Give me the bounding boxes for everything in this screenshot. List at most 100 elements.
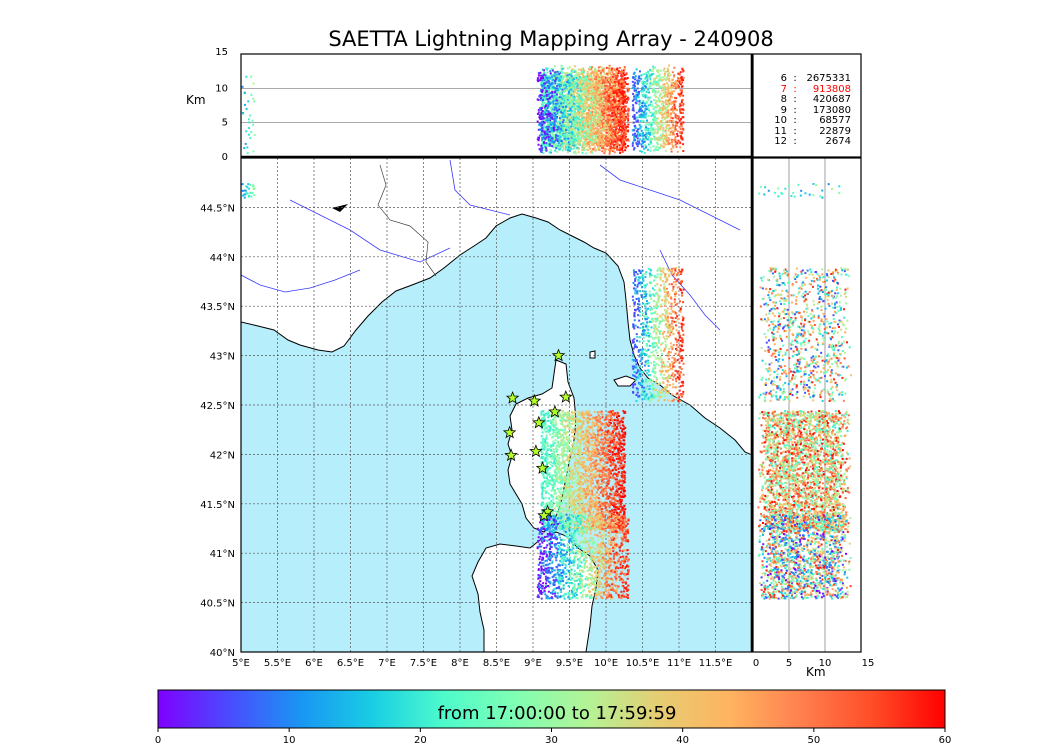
- lightning-source: [552, 452, 555, 455]
- lightning-source: [551, 533, 554, 536]
- lightning-source: [576, 563, 579, 566]
- lightning-source: [567, 448, 570, 451]
- lightning-source: [554, 524, 557, 527]
- lightning-source: [565, 513, 568, 516]
- lightning-source: [577, 483, 580, 486]
- lightning-source: [620, 594, 623, 597]
- lightning-source: [608, 436, 611, 439]
- lightning-source: [561, 453, 564, 456]
- lightning-source: [604, 549, 607, 552]
- lightning-source: [549, 463, 552, 466]
- lightning-source: [638, 303, 641, 306]
- lightning-source: [594, 443, 597, 446]
- lightning-source: [587, 493, 590, 496]
- lightning-source: [578, 526, 581, 529]
- lightning-source: [635, 387, 638, 390]
- lightning-source: [590, 546, 593, 549]
- lightning-source: [664, 280, 667, 283]
- lightning-source: [659, 284, 662, 287]
- lightning-source: [575, 551, 578, 554]
- lightning-source: [553, 490, 556, 493]
- lightning-source: [573, 414, 576, 417]
- lightning-source: [599, 568, 602, 571]
- lightning-source: [609, 447, 612, 450]
- lightning-source: [598, 582, 601, 585]
- lightning-source: [589, 558, 592, 561]
- lightning-source: [633, 311, 636, 314]
- lightning-source: [572, 533, 575, 536]
- lightning-source: [551, 519, 554, 522]
- lightning-source: [636, 335, 639, 338]
- lightning-source: [542, 585, 545, 588]
- lightning-source: [545, 491, 548, 494]
- lightning-source: [581, 495, 584, 498]
- lightning-source: [675, 340, 678, 343]
- lightning-source: [672, 273, 675, 276]
- lightning-source: [597, 414, 600, 417]
- lightning-source: [569, 520, 572, 523]
- lightning-source: [574, 426, 577, 429]
- lightning-source: [671, 310, 674, 313]
- lightning-source: [638, 314, 641, 317]
- lightning-source: [598, 522, 601, 525]
- lightning-source: [587, 432, 590, 435]
- lightning-source: [665, 299, 668, 302]
- lightning-source: [617, 487, 620, 490]
- lightning-source: [558, 536, 561, 539]
- lightning-source: [578, 461, 581, 464]
- lightning-source: [594, 453, 597, 456]
- lightning-source: [570, 539, 573, 542]
- lightning-source: [545, 436, 548, 439]
- lightning-source: [615, 452, 618, 455]
- lightning-source: [567, 494, 570, 497]
- river-5: [659, 249, 721, 331]
- lightning-source: [552, 584, 555, 587]
- lightning-source: [680, 381, 683, 384]
- lightning-source: [678, 361, 681, 364]
- lightning-source: [550, 475, 553, 478]
- lightning-source: [609, 559, 612, 562]
- lightning-source: [607, 553, 610, 556]
- lightning-source: [557, 502, 560, 505]
- lightning-source: [556, 476, 559, 479]
- lightning-source: [570, 504, 573, 507]
- lightning-source: [541, 460, 544, 463]
- lightning-source: [549, 501, 552, 504]
- lightning-source: [581, 520, 584, 523]
- lightning-source: [559, 475, 562, 478]
- lightning-source: [621, 464, 624, 467]
- lightning-source: [563, 466, 566, 469]
- lightning-source: [601, 518, 604, 521]
- lightning-source: [572, 452, 575, 455]
- lightning-source: [610, 411, 613, 414]
- lightning-source: [624, 565, 627, 568]
- lightning-source: [554, 471, 557, 474]
- lightning-source: [541, 591, 544, 594]
- lightning-source: [621, 420, 624, 423]
- lightning-source: [564, 485, 567, 488]
- lightning-source: [566, 557, 569, 560]
- lightning-source: [620, 462, 623, 465]
- lightning-source: [636, 303, 639, 306]
- lightning-source: [676, 346, 679, 349]
- lightning-source: [549, 582, 552, 585]
- lightning-source: [593, 581, 596, 584]
- lightning-source: [561, 482, 564, 485]
- lightning-source: [613, 412, 616, 415]
- lightning-source: [611, 587, 614, 590]
- lightning-source: [605, 552, 608, 555]
- lightning-source: [675, 312, 678, 315]
- lightning-source: [556, 474, 559, 477]
- lightning-source: [543, 420, 546, 423]
- lightning-source: [662, 390, 665, 393]
- lightning-source: [680, 359, 683, 362]
- lightning-source: [582, 501, 585, 504]
- lightning-source: [599, 571, 602, 574]
- lightning-source: [544, 446, 547, 449]
- lightning-source: [617, 525, 620, 528]
- lightning-source: [609, 410, 612, 413]
- lightning-source: [578, 495, 581, 498]
- lightning-source: [670, 345, 673, 348]
- lightning-source: [562, 507, 565, 510]
- lightning-source: [573, 569, 576, 572]
